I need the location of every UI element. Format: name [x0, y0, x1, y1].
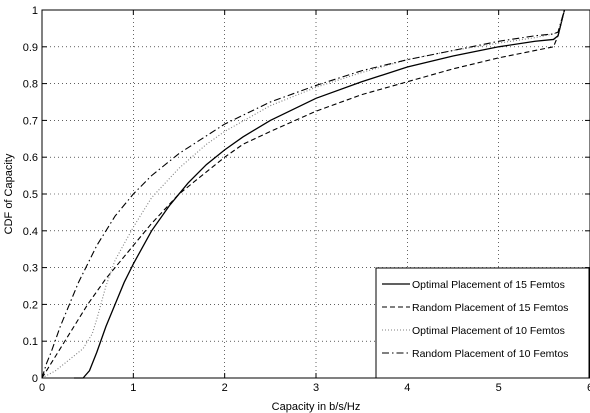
y-tick-label: 0 — [32, 373, 38, 385]
ticks: 0 1 2 3 4 5 6 0 0.1 0.2 0.3 0.4 0.5 0.6 0.7 0.8 0.9 1 — [23, 5, 590, 394]
legend-entry-2: Random Placement of 15 Femtos — [412, 302, 568, 314]
x-tick-label: 4 — [404, 382, 410, 394]
y-tick-label: 0.5 — [23, 189, 38, 201]
y-tick-label: 0.2 — [23, 299, 38, 311]
series-line-3 — [41, 9, 565, 379]
legend: Optimal Placement of 15 Femtos Random Pla… — [375, 267, 590, 379]
legend-entry-4: Random Placement of 10 Femtos — [412, 348, 568, 360]
y-tick-label: 1 — [32, 5, 38, 17]
series-line-1 — [73, 9, 566, 379]
x-axis-label: Capacity in b/s/Hz — [272, 401, 361, 413]
series-line-2 — [41, 9, 565, 379]
y-tick-label: 0.1 — [23, 336, 38, 348]
y-tick-label: 0.3 — [23, 263, 38, 275]
series-layer — [41, 9, 566, 379]
x-tick-label: 0 — [39, 382, 45, 394]
y-tick-label: 0.9 — [23, 42, 38, 54]
x-tick-label: 2 — [222, 382, 228, 394]
legend-entry-3: Optimal Placement of 10 Femtos — [412, 325, 565, 337]
y-axis-label: CDF of Capacity — [3, 153, 15, 234]
y-tick-label: 0.6 — [23, 152, 38, 164]
x-tick-label: 6 — [587, 382, 590, 394]
legend-box — [375, 267, 590, 379]
y-tick-label: 0.4 — [23, 226, 38, 238]
series-line-4 — [41, 9, 565, 379]
x-tick-label: 3 — [313, 382, 319, 394]
x-tick-label: 1 — [130, 382, 136, 394]
x-tick-label: 5 — [496, 382, 502, 394]
legend-entry-1: Optimal Placement of 15 Femtos — [412, 279, 565, 291]
y-tick-label: 0.7 — [23, 115, 38, 127]
y-tick-label: 0.8 — [23, 79, 38, 91]
